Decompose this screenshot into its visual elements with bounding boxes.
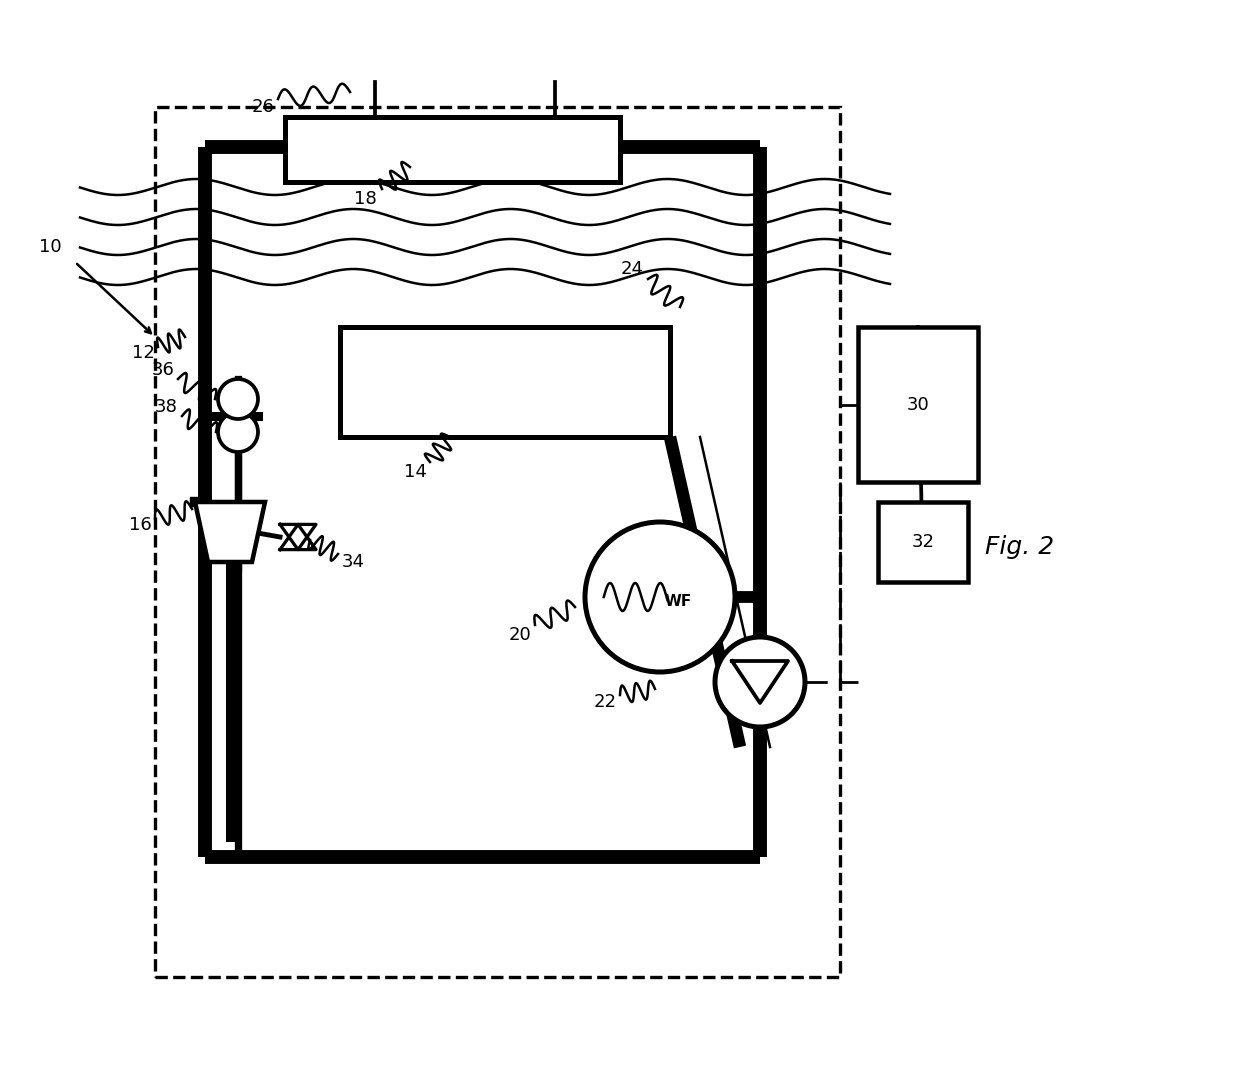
Bar <box>878 501 968 582</box>
Text: Fig. 2: Fig. 2 <box>986 535 1054 559</box>
Text: 30: 30 <box>906 396 929 414</box>
Text: 10: 10 <box>38 238 61 256</box>
Text: 18: 18 <box>353 190 377 208</box>
Circle shape <box>218 379 258 419</box>
Text: 36: 36 <box>151 361 175 379</box>
Circle shape <box>585 522 735 672</box>
Circle shape <box>218 412 258 452</box>
Text: 22: 22 <box>594 692 616 711</box>
Text: 20: 20 <box>508 626 532 644</box>
Text: WF: WF <box>665 594 692 609</box>
Text: 34: 34 <box>341 553 365 571</box>
Bar <box>285 117 620 182</box>
Bar <box>155 107 839 977</box>
Circle shape <box>715 637 805 727</box>
Text: 24: 24 <box>620 260 644 278</box>
Text: 38: 38 <box>155 398 177 416</box>
Text: 32: 32 <box>911 534 935 551</box>
Text: 14: 14 <box>403 463 427 481</box>
Bar <box>340 327 670 437</box>
Text: 16: 16 <box>129 516 151 534</box>
Text: 26: 26 <box>252 98 274 116</box>
Text: 12: 12 <box>131 344 155 362</box>
Polygon shape <box>732 660 787 703</box>
Polygon shape <box>195 501 265 562</box>
Bar <box>858 327 978 482</box>
